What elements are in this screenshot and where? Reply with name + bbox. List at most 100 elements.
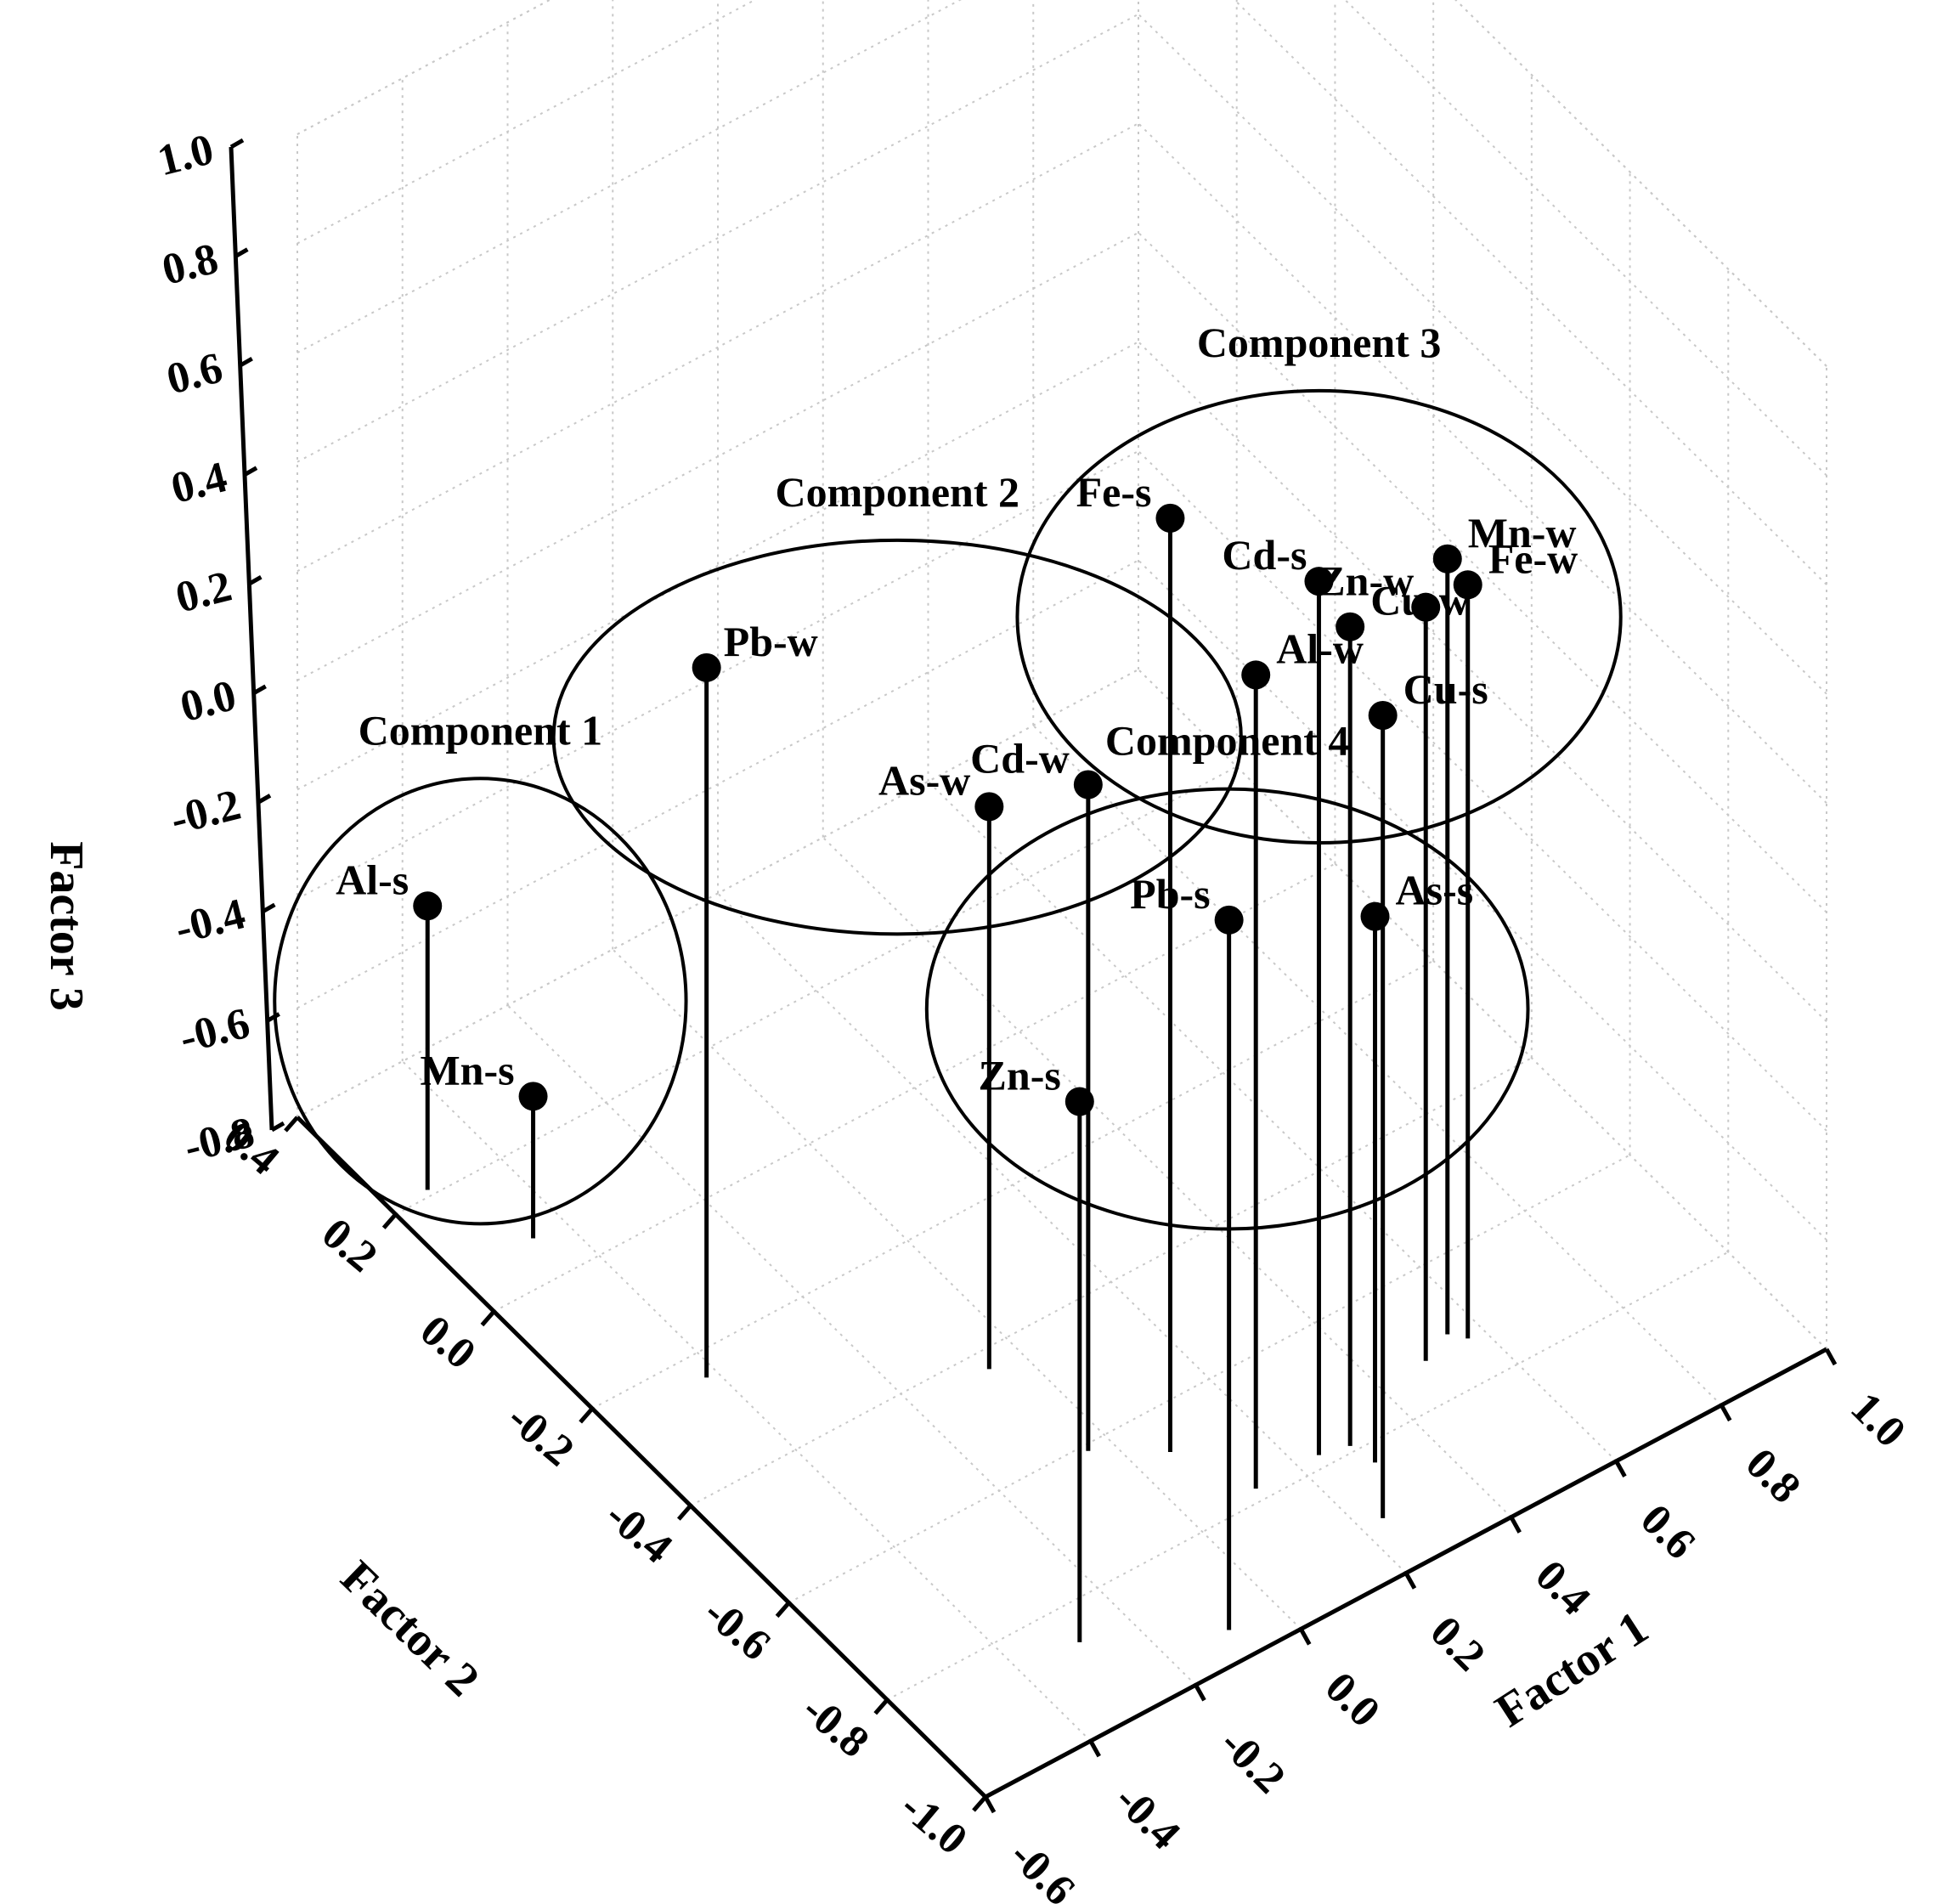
component-ellipse	[551, 538, 1243, 936]
data-point-label: Fe-w	[1488, 534, 1578, 582]
data-point-label: As-w	[878, 756, 970, 804]
floor-gridline	[788, 1154, 1631, 1604]
data-point-label: Al-s	[336, 856, 409, 903]
factor-2-tick	[676, 1504, 692, 1521]
data-points	[413, 503, 1482, 1116]
data-point	[518, 1082, 548, 1111]
data-point-label: Mn-s	[420, 1046, 514, 1093]
data-point-label: Cu-w	[1370, 577, 1470, 624]
factor-1-tick	[1088, 1739, 1101, 1758]
data-point-label: Zn-w	[1317, 557, 1414, 605]
factor-3-tick	[266, 1012, 280, 1023]
data-point	[1214, 905, 1244, 935]
factor-2-tick-label: -0.8	[793, 1685, 878, 1767]
data-point-label: As-s	[1396, 867, 1474, 914]
wall-gridline	[296, 0, 757, 245]
factor-3-tick	[234, 247, 249, 258]
component-ellipse	[273, 777, 688, 1226]
component-label: Component 2	[775, 468, 1019, 516]
data-point-label: Al-w	[1276, 624, 1364, 672]
factor-1-axis-title: Factor 1	[1487, 1602, 1657, 1738]
data-point	[1432, 544, 1462, 573]
factor-1-tick	[1299, 1628, 1312, 1646]
factor-2-tick-label: -1.0	[891, 1783, 976, 1865]
data-point	[1073, 770, 1103, 799]
factor-1-tick	[1614, 1460, 1627, 1477]
data-point-label: Cu-s	[1403, 665, 1488, 713]
factor-2-tick	[972, 1795, 987, 1812]
factor-3-tick-label: -0.4	[171, 890, 251, 953]
labels: -0.6-0.4-0.20.00.20.40.60.81.0-1.0-0.8-0…	[40, 125, 1915, 1904]
factor-2-tick	[284, 1116, 299, 1133]
wall-gridline	[296, 122, 1139, 573]
wall-gridline	[296, 13, 1139, 463]
data-point	[692, 653, 721, 682]
factor-2-tick-label: -0.6	[695, 1588, 780, 1670]
wall-gridline	[1138, 559, 1827, 1241]
drop-lines	[425, 517, 1471, 1642]
floor-gridline	[591, 959, 1434, 1410]
factor-3-tick-label: -0.2	[166, 781, 246, 845]
wall-gridline	[1138, 669, 1827, 1350]
data-point	[1453, 570, 1482, 600]
factor-3-tick	[257, 794, 272, 805]
factor-3-tick	[252, 684, 267, 695]
component-ellipse	[924, 787, 1530, 1231]
factor-3-tick-label: 0.2	[171, 562, 236, 623]
factor-3-tick	[229, 138, 245, 150]
data-point	[974, 792, 1004, 822]
data-point-label: Fe-s	[1076, 468, 1152, 516]
box-edge	[1454, 0, 1827, 367]
factor-3-axis-title: Factor 3	[40, 841, 93, 1011]
factor-1-tick	[983, 1795, 997, 1814]
factor-2-tick	[480, 1309, 496, 1327]
axes	[229, 138, 1838, 1814]
factor-1-tick-label: -0.4	[1105, 1775, 1189, 1859]
data-point	[1065, 1087, 1094, 1116]
floor-gridline	[886, 1251, 1729, 1701]
factor-3-tick-label: 0.6	[162, 343, 228, 404]
factor-1-tick	[1194, 1684, 1206, 1702]
component-ellipse	[1015, 388, 1623, 845]
factor-2-tick	[873, 1698, 889, 1715]
data-point	[413, 891, 443, 921]
floor-gridline	[493, 862, 1336, 1313]
factor-2-tick	[775, 1601, 791, 1619]
floor-gridline	[927, 781, 1618, 1462]
floor-gridline	[717, 892, 1407, 1574]
gridlines	[296, 0, 1827, 1798]
factor-3-tick-label: -0.6	[175, 999, 255, 1063]
data-point-label: Cd-w	[970, 735, 1070, 783]
factor-3-tick	[243, 466, 258, 477]
factor-3-axis	[229, 146, 274, 1131]
floor-gridline	[822, 836, 1512, 1518]
factor-2-tick	[381, 1212, 398, 1229]
factor-2-tick-label: -0.4	[596, 1491, 681, 1573]
factor-1-tick-label: 0.8	[1737, 1439, 1810, 1512]
data-point-label: Zn-s	[979, 1052, 1061, 1099]
factor-3-tick-label: 0.0	[176, 671, 241, 732]
factor-3-tick-label: 1.0	[153, 125, 218, 185]
factor-1-tick	[1824, 1347, 1838, 1366]
wall-gridline	[1138, 232, 1827, 913]
factor-3-tick	[270, 1121, 285, 1133]
factor-3-tick	[262, 902, 276, 914]
data-point-label: Pb-s	[1130, 870, 1210, 918]
wall-gridline	[296, 669, 1139, 1118]
wall-gridline	[1138, 122, 1827, 804]
wall-gridline	[296, 559, 1139, 1009]
floor-gridline	[402, 1060, 1092, 1742]
data-point	[1155, 503, 1185, 533]
component-label: Component 4	[1105, 717, 1350, 765]
factor-1-tick-label: -0.2	[1211, 1719, 1295, 1803]
factor-1-tick	[1509, 1516, 1522, 1534]
factor-3-tick-label: 0.4	[167, 453, 232, 513]
wall-gridline	[1233, 0, 1827, 585]
factor-3-tick-label: 0.8	[157, 234, 223, 295]
data-point	[1411, 592, 1441, 622]
wall-gridline	[1344, 0, 1827, 477]
wall-gridline	[1138, 450, 1827, 1132]
data-point	[1360, 901, 1390, 931]
factor-1-tick-label: 1.0	[1842, 1383, 1915, 1456]
